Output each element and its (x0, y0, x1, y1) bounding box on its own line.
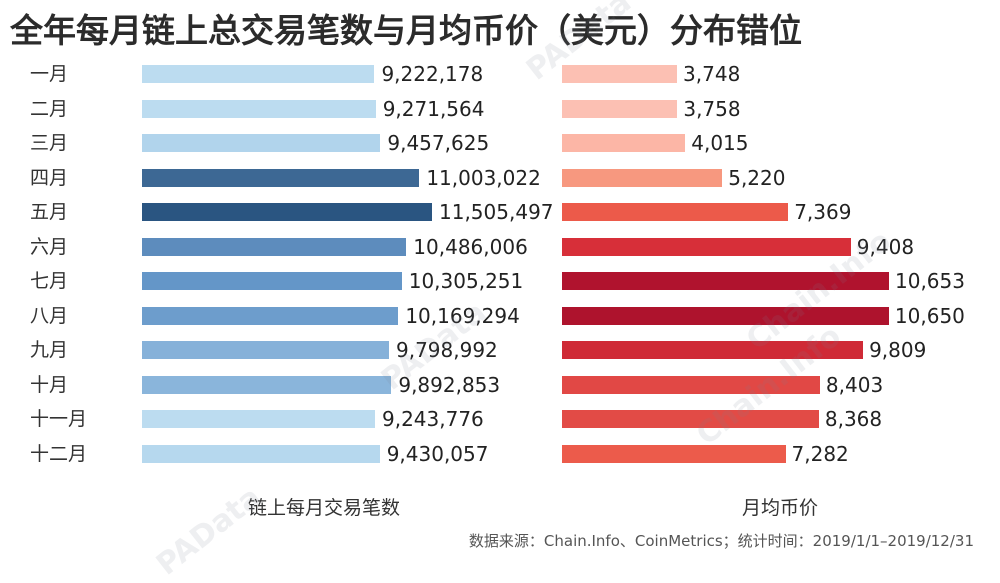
transactions-bar (142, 375, 392, 394)
month-label: 九月 (30, 339, 69, 361)
transactions-bar (142, 306, 399, 325)
month-label: 五月 (30, 201, 69, 223)
price-bar (562, 99, 678, 118)
price-value-label: 7,369 (794, 200, 852, 224)
price-bar (562, 237, 851, 256)
source-note: 数据来源：Chain.Info、CoinMetrics；统计时间：2019/1/… (468, 532, 974, 550)
month-label: 三月 (30, 132, 69, 154)
transactions-bar (142, 272, 402, 290)
transactions-value-label: 9,892,853 (398, 372, 501, 397)
transactions-value-label: 9,798,992 (395, 338, 498, 362)
month-label: 八月 (30, 304, 69, 327)
price-value-label: 3,758 (683, 96, 741, 121)
left-axis-title: 链上每月交易笔数 (248, 497, 401, 519)
transactions-value-label: 11,003,022 (426, 165, 541, 190)
price-value-label: 7,282 (791, 441, 849, 466)
price-bar (562, 306, 889, 325)
price-bar (562, 375, 820, 394)
month-label: 十月 (30, 373, 69, 396)
month-label: 二月 (30, 97, 69, 120)
chart-title: 全年每月链上总交易笔数与月均币价（美元）分布错位 (10, 11, 802, 50)
price-bar (562, 168, 723, 187)
month-label: 六月 (30, 235, 69, 258)
month-label: 四月 (30, 166, 69, 189)
transactions-bar (142, 99, 376, 118)
transactions-bar (142, 444, 380, 463)
price-value-label: 9,809 (869, 338, 927, 362)
price-value-label: 4,015 (691, 131, 749, 155)
transactions-value-label: 10,169,294 (405, 303, 520, 328)
price-bar (562, 272, 889, 290)
transactions-bar (142, 134, 381, 152)
right-axis-title: 月均币价 (742, 497, 819, 519)
price-bar (562, 444, 786, 463)
transactions-bar (142, 168, 420, 187)
price-value-label: 3,748 (683, 62, 741, 86)
transactions-bar (142, 410, 375, 428)
transactions-value-label: 9,457,625 (387, 131, 490, 155)
transactions-value-label: 9,243,776 (381, 407, 484, 431)
transactions-value-label: 11,505,497 (439, 200, 554, 224)
price-value-label: 5,220 (728, 165, 786, 190)
month-label: 十二月 (30, 442, 88, 465)
price-bar (562, 65, 678, 83)
transactions-bar (142, 341, 389, 359)
transactions-bar (142, 237, 407, 256)
price-bar (562, 341, 864, 359)
month-label: 十一月 (30, 408, 88, 430)
price-value-label: 10,653 (895, 269, 965, 293)
transactions-value-label: 10,305,251 (408, 269, 524, 293)
price-value-label: 8,403 (825, 372, 884, 397)
transactions-value-label: 9,222,178 (381, 62, 484, 86)
price-value-label: 8,368 (824, 407, 883, 431)
price-bar (562, 410, 819, 428)
month-label: 七月 (30, 270, 69, 292)
price-value-label: 9,408 (856, 234, 915, 259)
transactions-value-label: 9,271,564 (382, 96, 485, 121)
price-bar (562, 203, 789, 221)
transactions-value-label: 9,430,057 (386, 441, 489, 466)
transactions-bar (142, 65, 375, 83)
month-label: 一月 (30, 63, 69, 85)
transactions-bar (142, 203, 432, 221)
transactions-value-label: 10,486,006 (413, 234, 528, 259)
price-bar (562, 134, 686, 152)
price-value-label: 10,650 (894, 303, 965, 328)
